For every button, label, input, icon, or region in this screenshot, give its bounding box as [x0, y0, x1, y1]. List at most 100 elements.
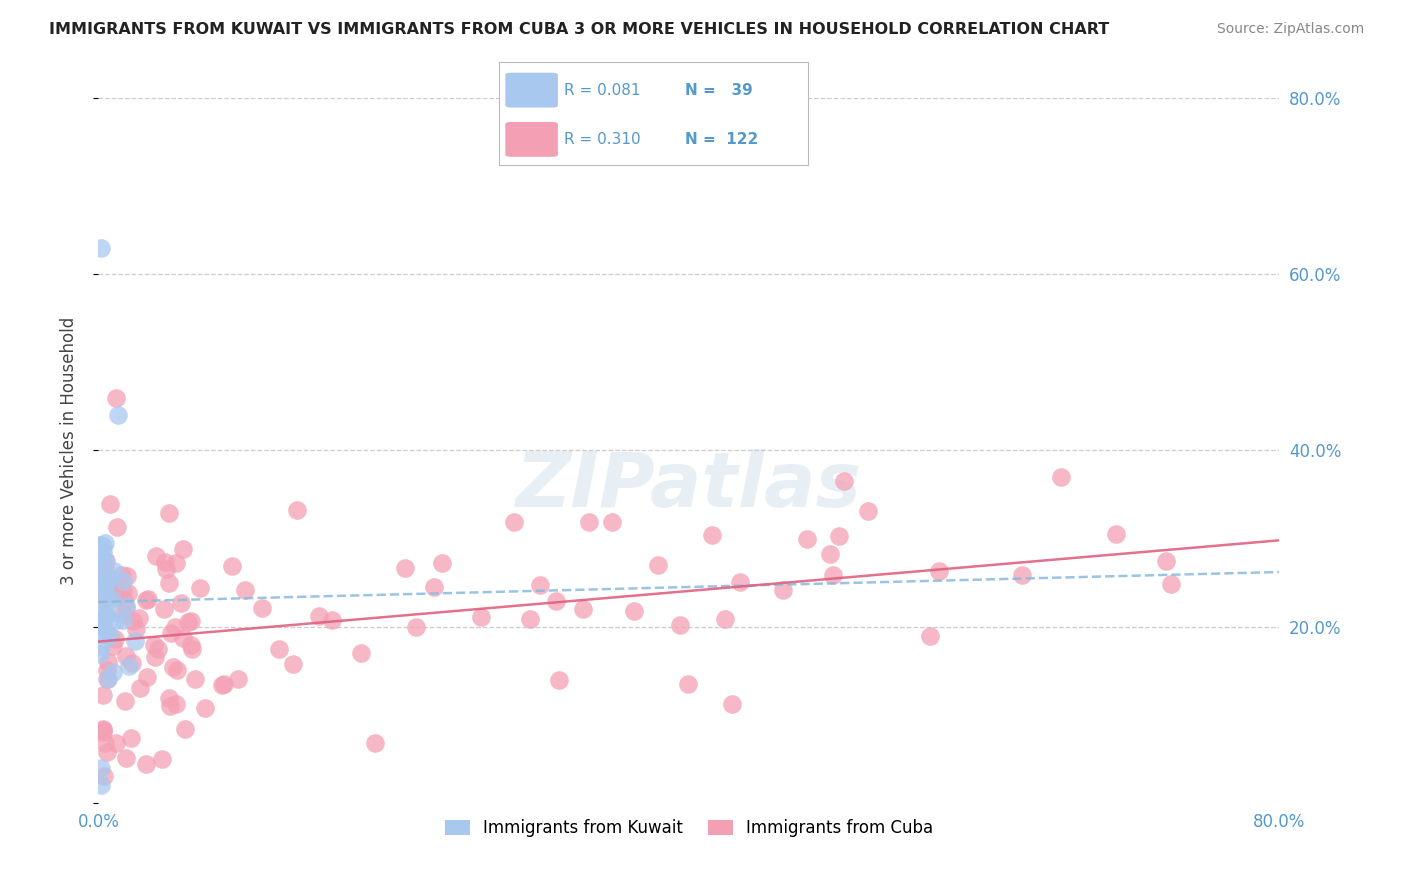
- Point: [832, 474, 855, 488]
- Point: [89, 647, 111, 661]
- Point: [143, 649, 166, 664]
- Point: [828, 529, 851, 543]
- Point: [157, 690, 180, 705]
- Point: [104, 632, 127, 647]
- Point: [98, 571, 121, 585]
- Point: [93, 769, 115, 783]
- Point: [308, 609, 330, 624]
- Point: [281, 657, 304, 671]
- Point: [159, 699, 181, 714]
- Point: [432, 557, 454, 571]
- Point: [700, 528, 723, 542]
- Point: [194, 700, 217, 714]
- Point: [112, 607, 135, 621]
- Point: [503, 515, 526, 529]
- Text: R = 0.310: R = 0.310: [564, 132, 641, 147]
- Point: [115, 750, 138, 764]
- Point: [97, 673, 120, 687]
- Point: [163, 620, 186, 634]
- Point: [107, 589, 129, 603]
- Point: [128, 611, 150, 625]
- Point: [118, 659, 141, 673]
- Point: [571, 602, 593, 616]
- Point: [91, 688, 114, 702]
- FancyBboxPatch shape: [505, 122, 558, 157]
- Text: R = 0.081: R = 0.081: [564, 83, 641, 97]
- Text: Source: ZipAtlas.com: Source: ZipAtlas.com: [1216, 22, 1364, 37]
- Point: [135, 670, 157, 684]
- Point: [720, 697, 742, 711]
- Point: [405, 620, 427, 634]
- Text: IMMIGRANTS FROM KUWAIT VS IMMIGRANTS FROM CUBA 3 OR MORE VEHICLES IN HOUSEHOLD C: IMMIGRANTS FROM KUWAIT VS IMMIGRANTS FRO…: [49, 22, 1109, 37]
- Point: [124, 633, 146, 648]
- Point: [91, 722, 114, 736]
- Point: [172, 542, 194, 557]
- Point: [94, 589, 117, 603]
- Point: [112, 613, 135, 627]
- Point: [180, 614, 202, 628]
- Point: [94, 570, 117, 584]
- Point: [470, 610, 492, 624]
- Point: [115, 569, 138, 583]
- Point: [96, 745, 118, 759]
- Point: [285, 502, 308, 516]
- Point: [104, 614, 127, 628]
- Point: [153, 601, 176, 615]
- Point: [177, 615, 200, 629]
- Point: [669, 618, 692, 632]
- Point: [89, 554, 111, 568]
- Point: [153, 555, 176, 569]
- Point: [96, 554, 118, 568]
- Point: [114, 600, 136, 615]
- Point: [104, 736, 127, 750]
- Point: [214, 677, 236, 691]
- Point: [162, 660, 184, 674]
- Point: [105, 391, 128, 405]
- Point: [111, 567, 134, 582]
- Point: [173, 723, 195, 737]
- Point: [529, 578, 551, 592]
- Point: [1156, 554, 1178, 568]
- Point: [818, 547, 841, 561]
- Point: [101, 665, 124, 679]
- Point: [115, 649, 138, 664]
- Point: [1105, 527, 1128, 541]
- Point: [90, 778, 112, 792]
- Point: [96, 672, 118, 686]
- Point: [190, 581, 212, 595]
- Point: [89, 580, 111, 594]
- Point: [90, 760, 112, 774]
- Point: [94, 562, 117, 576]
- Point: [166, 557, 188, 571]
- Point: [772, 582, 794, 597]
- Point: [157, 576, 180, 591]
- Point: [676, 676, 699, 690]
- Point: [920, 629, 942, 643]
- Point: [96, 599, 118, 613]
- Point: [90, 241, 112, 255]
- Point: [394, 561, 416, 575]
- Point: [94, 623, 117, 637]
- Point: [93, 592, 115, 607]
- Point: [121, 656, 143, 670]
- Point: [93, 735, 115, 749]
- Point: [107, 408, 129, 422]
- Point: [714, 612, 737, 626]
- Point: [94, 553, 117, 567]
- Point: [103, 583, 125, 598]
- Point: [157, 506, 180, 520]
- Point: [101, 580, 124, 594]
- Point: [125, 622, 148, 636]
- Point: [148, 642, 170, 657]
- Point: [166, 663, 188, 677]
- Point: [796, 533, 818, 547]
- Point: [233, 582, 256, 597]
- Point: [136, 591, 159, 606]
- Point: [578, 515, 600, 529]
- Point: [98, 572, 121, 586]
- Point: [250, 600, 273, 615]
- Point: [90, 573, 112, 587]
- Point: [91, 723, 114, 737]
- Point: [96, 608, 118, 623]
- Point: [172, 631, 194, 645]
